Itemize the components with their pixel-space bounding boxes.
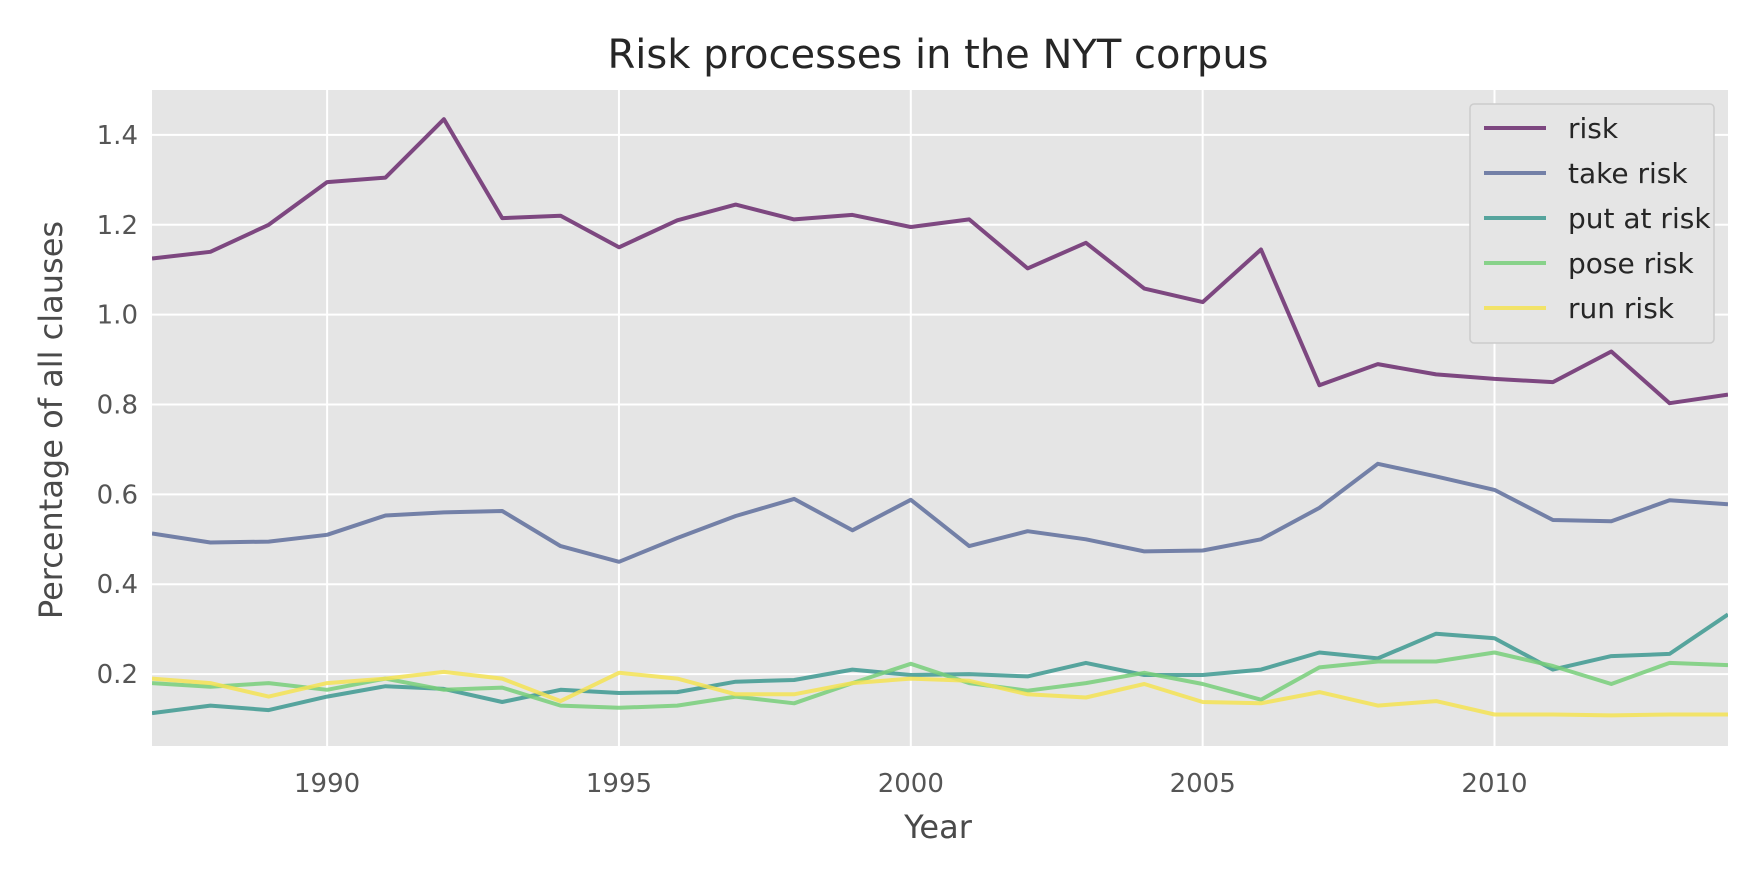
- legend-label-run-risk: run risk: [1568, 292, 1675, 325]
- y-tick-label: 0.2: [97, 660, 138, 690]
- legend-label-put-at-risk: put at risk: [1568, 202, 1711, 235]
- legend-box: [1469, 103, 1715, 344]
- y-tick-label: 0.6: [97, 480, 138, 510]
- y-axis-ticks: 0.2 0.4 0.6 0.8 1.0 1.2 1.4: [97, 121, 138, 690]
- series-lines: [152, 117, 1728, 718]
- series-line-run-risk: [152, 669, 1728, 718]
- series-line-risk: [152, 117, 1728, 406]
- x-tick-label: 2010: [1461, 769, 1527, 799]
- y-tick-label: 0.8: [97, 391, 138, 421]
- y-axis-label: Percentage of all clauses: [32, 221, 70, 619]
- legend-label-take-risk: take risk: [1568, 157, 1688, 190]
- series-line-pose-risk: [152, 650, 1728, 710]
- x-tick-label: 1995: [586, 769, 652, 799]
- x-tick-label: 2005: [1170, 769, 1236, 799]
- x-axis-label: Year: [903, 808, 973, 846]
- y-tick-label: 1.2: [97, 211, 138, 241]
- y-tick-label: 1.4: [97, 121, 138, 151]
- series-line-take-risk: [152, 461, 1728, 564]
- legend: risk take risk put at risk pose risk run ris…: [1469, 103, 1715, 344]
- y-tick-label: 1.0: [97, 301, 138, 331]
- x-tick-label: 1990: [294, 769, 360, 799]
- x-tick-label: 2000: [878, 769, 944, 799]
- y-tick-label: 0.4: [97, 570, 138, 600]
- legend-label-pose-risk: pose risk: [1568, 247, 1694, 280]
- x-axis-ticks: 1990 1995 2000 2005 2010: [294, 769, 1528, 799]
- chart-title: Risk processes in the NYT corpus: [607, 32, 1268, 78]
- legend-label-risk: risk: [1568, 112, 1619, 145]
